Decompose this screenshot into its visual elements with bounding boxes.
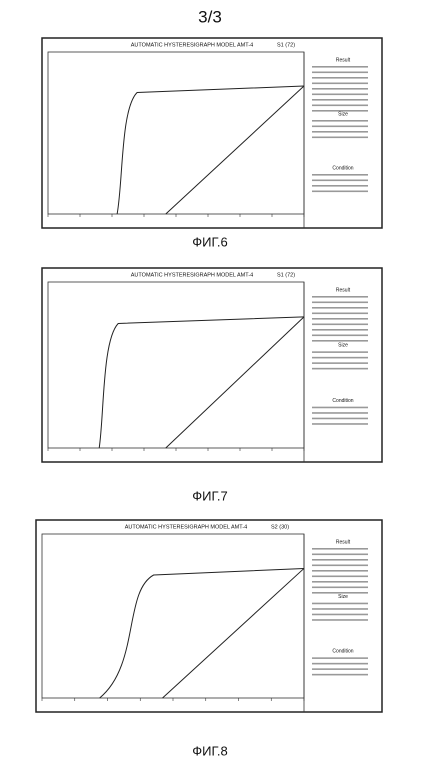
panel-heading: Size (338, 343, 348, 349)
panel-row (312, 367, 368, 370)
panel-row (312, 657, 368, 659)
panel-row (312, 71, 368, 74)
panel-row (312, 559, 368, 561)
figure-frame (41, 267, 383, 463)
figure-tag: S1 (72) (277, 272, 295, 278)
panel-row (312, 673, 368, 676)
figure-title: AUTOMATIC HYSTERESIGRAPH MODEL AMT-4 (131, 272, 253, 278)
panel-row (312, 564, 368, 567)
panel-row (312, 190, 368, 193)
panel-row (312, 423, 368, 425)
panel-row (312, 662, 368, 665)
panel-row (312, 602, 368, 605)
panel-row (312, 668, 368, 670)
panel-row (312, 104, 368, 107)
panel-row (312, 575, 368, 578)
hysteresis-curve (98, 316, 305, 449)
panel-row (312, 99, 368, 101)
panel-row (312, 608, 368, 610)
panel-row (312, 548, 368, 550)
figure-frame (41, 37, 383, 229)
panel-row (312, 93, 368, 96)
panel-heading: Condition (332, 649, 353, 655)
panel-row (312, 88, 368, 90)
panel-heading: Size (338, 111, 348, 117)
hysteresis-curve (116, 85, 305, 215)
figure-caption: ФИГ.8 (192, 743, 228, 758)
panel-row (312, 301, 368, 304)
panel-row (312, 82, 368, 85)
panel-row (312, 406, 368, 409)
load-line (165, 316, 305, 449)
hysteresis-curve (99, 567, 305, 699)
panel-row (312, 329, 368, 331)
panel-row (312, 185, 368, 187)
figure-title: AUTOMATIC HYSTERESIGRAPH MODEL AMT-4 (131, 42, 253, 48)
load-line (162, 568, 305, 699)
panel-row (312, 592, 368, 594)
figure-tag: S2 (30) (271, 524, 289, 530)
panel-heading: Result (336, 539, 351, 545)
panel-row (312, 125, 368, 128)
panel-row (312, 362, 368, 364)
panel-row (312, 570, 368, 572)
panel-row (312, 120, 368, 122)
panel-heading: Condition (332, 165, 353, 171)
panel-row (312, 581, 368, 583)
panel-heading: Result (336, 287, 351, 293)
panel-row (312, 312, 368, 315)
panel-row (312, 174, 368, 176)
panel-row (312, 131, 368, 133)
panel-heading: Result (336, 57, 351, 63)
panel-row (312, 77, 368, 79)
figure-tag: S1 (72) (277, 42, 295, 48)
panel-row (312, 619, 368, 621)
panel-heading: Size (338, 594, 348, 600)
panel-row (312, 417, 368, 420)
panel-row (312, 613, 368, 616)
panel-row (312, 340, 368, 342)
panel-row (312, 307, 368, 309)
panel-row (312, 179, 368, 182)
panel-row (312, 334, 368, 337)
panel-row (312, 136, 368, 139)
panel-row (312, 66, 368, 68)
panel-row (312, 553, 368, 556)
figure-frame (35, 519, 383, 713)
panel-row (312, 296, 368, 298)
load-line (165, 85, 305, 215)
panel-row (312, 356, 368, 359)
panel-row (312, 323, 368, 326)
panel-row (312, 351, 368, 353)
panel-row (312, 412, 368, 414)
figure-caption: ФИГ.7 (192, 488, 228, 503)
page-number: 3/3 (198, 7, 222, 26)
panel-row (312, 110, 368, 112)
panel-row (312, 318, 368, 320)
panel-row (312, 586, 368, 589)
panel-heading: Condition (332, 398, 353, 404)
figure-caption: ФИГ.6 (192, 234, 228, 249)
figure-title: AUTOMATIC HYSTERESIGRAPH MODEL AMT-4 (125, 524, 247, 530)
